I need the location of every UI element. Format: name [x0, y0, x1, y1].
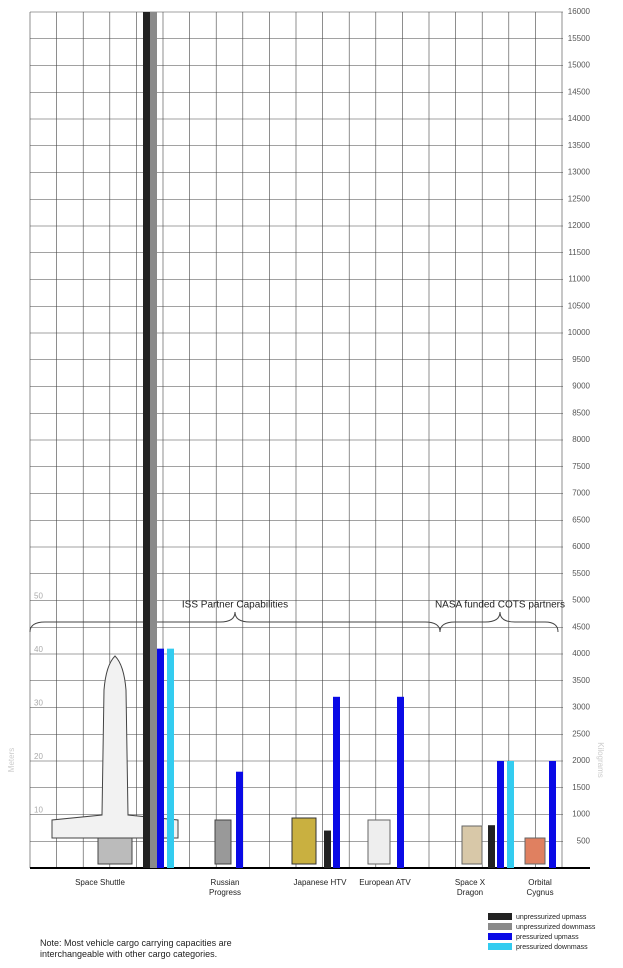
y-tick-label: 15500	[568, 34, 591, 43]
legend-label: unpressurized downmass	[516, 924, 596, 931]
x-tick-label: Russian Progress	[208, 878, 241, 897]
annotation: ISS Partner Capabilities	[182, 600, 288, 611]
bar	[157, 648, 164, 868]
y-tick-label: 2000	[572, 756, 590, 765]
x-tick-label: Space Shuttle	[75, 878, 125, 887]
y-tick-label: 4000	[572, 649, 590, 658]
note: Note: Most vehicle cargo carrying capaci…	[40, 938, 232, 959]
y-tick-label: 10000	[568, 328, 591, 337]
y-tick-label: 14500	[568, 87, 591, 96]
legend-label: pressurized downmass	[516, 944, 588, 951]
atv-sketch	[367, 819, 391, 865]
y-tick-label: 3500	[572, 676, 590, 685]
x-tick-label: European ATV	[359, 878, 411, 887]
legend-label: unpressurized upmass	[516, 914, 587, 921]
y-tick-label: 10500	[568, 301, 591, 310]
y-tick-label: 4500	[572, 622, 590, 631]
bar	[507, 761, 514, 868]
dragon-sketch	[461, 825, 483, 865]
y-tick-label: 11000	[568, 275, 590, 284]
y-tick-label: 13000	[568, 168, 591, 177]
legend-swatch	[488, 923, 512, 930]
legend-swatch	[488, 943, 512, 950]
bar	[143, 12, 150, 868]
y-tick-label: 9500	[572, 355, 590, 364]
y-tick-label: 15000	[568, 61, 591, 70]
y-tick-label: 5000	[572, 596, 590, 605]
bar	[549, 761, 556, 868]
legend-swatch	[488, 933, 512, 940]
y-tick-label: 8500	[572, 408, 590, 417]
y-tick-label: 13500	[568, 141, 591, 150]
y-tick-label: 6500	[572, 515, 590, 524]
y-tick-label: 12500	[568, 194, 591, 203]
y-tick-label: 1000	[572, 810, 590, 819]
bar	[497, 761, 504, 868]
legend-label: pressurized upmass	[516, 934, 579, 941]
x-tick-label: Space X Dragon	[454, 878, 486, 897]
y2-axis-label: Meters	[7, 748, 16, 772]
bar	[488, 825, 495, 868]
y2-tick-label: 50	[34, 592, 43, 601]
bar	[167, 648, 174, 868]
progress-sketch	[214, 819, 232, 865]
y-tick-label: 7000	[572, 489, 590, 498]
y2-tick-label: 40	[34, 645, 43, 654]
y-tick-label: 5500	[572, 569, 590, 578]
y-tick-label: 500	[577, 836, 591, 845]
bar	[333, 696, 340, 868]
htv-sketch	[291, 817, 317, 865]
y2-tick-label: 20	[34, 752, 43, 761]
y2-tick-label: 10	[34, 806, 43, 815]
y-tick-label: 12000	[568, 221, 591, 230]
bar	[324, 830, 331, 868]
cygnus-sketch	[524, 837, 546, 865]
legend-swatch	[488, 913, 512, 920]
x-tick-label: Japanese HTV	[293, 878, 347, 887]
y-tick-label: 6000	[572, 542, 590, 551]
y-tick-label: 16000	[568, 7, 591, 16]
y-tick-label: 1500	[572, 783, 590, 792]
bar	[397, 696, 404, 868]
y-tick-label: 3000	[572, 703, 590, 712]
y-tick-label: 14000	[568, 114, 591, 123]
x-tick-label: Orbital Cygnus	[526, 878, 554, 897]
bar	[236, 771, 243, 868]
bar	[150, 12, 157, 868]
annotation: NASA funded COTS partners	[435, 600, 565, 611]
y-tick-label: 2500	[572, 729, 590, 738]
y-tick-label: 11500	[568, 248, 590, 257]
brace	[439, 611, 559, 633]
y-tick-label: 8000	[572, 435, 590, 444]
shuttle-sketch	[51, 655, 179, 865]
y-tick-label: 9000	[572, 382, 590, 391]
brace	[29, 611, 441, 633]
y-tick-label: 7500	[572, 462, 590, 471]
y-axis-label: Kilograms	[596, 742, 605, 778]
y2-tick-label: 30	[34, 699, 43, 708]
